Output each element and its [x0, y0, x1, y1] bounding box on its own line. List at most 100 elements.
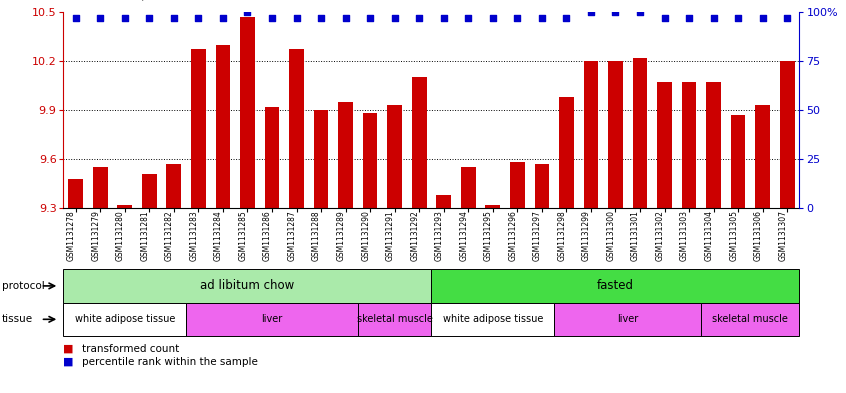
Point: [584, 9, 597, 15]
Text: GSM1131290: GSM1131290: [361, 210, 371, 261]
Text: GSM1131307: GSM1131307: [778, 210, 787, 261]
Text: skeletal muscle: skeletal muscle: [357, 314, 432, 324]
Text: GSM1131283: GSM1131283: [190, 210, 198, 261]
Bar: [633, 58, 647, 208]
Point: [682, 15, 695, 21]
Bar: [363, 113, 377, 208]
Bar: [510, 162, 525, 208]
Text: GSM1131300: GSM1131300: [607, 210, 616, 261]
Text: white adipose tissue: white adipose tissue: [74, 314, 175, 324]
Text: GSM1131292: GSM1131292: [410, 210, 420, 261]
Bar: [535, 164, 549, 208]
Bar: [780, 61, 794, 208]
Text: GSM1131289: GSM1131289: [337, 210, 345, 261]
Bar: [191, 50, 206, 208]
Text: GSM1131285: GSM1131285: [239, 210, 247, 261]
Text: protocol: protocol: [2, 281, 45, 291]
Bar: [755, 105, 770, 208]
Point: [780, 15, 794, 21]
Bar: [486, 205, 500, 208]
Text: ■: ■: [63, 344, 74, 354]
Point: [265, 15, 278, 21]
Text: skeletal muscle: skeletal muscle: [712, 314, 788, 324]
Bar: [461, 167, 475, 208]
Point: [142, 15, 156, 21]
Text: GSM1131301: GSM1131301: [631, 210, 640, 261]
Bar: [216, 44, 230, 208]
Point: [216, 15, 229, 21]
Bar: [142, 174, 157, 208]
Point: [633, 9, 646, 15]
Point: [191, 15, 205, 21]
Point: [93, 15, 107, 21]
Text: percentile rank within the sample: percentile rank within the sample: [82, 356, 258, 367]
Point: [289, 15, 303, 21]
Point: [657, 15, 671, 21]
Bar: [731, 115, 745, 208]
Point: [535, 15, 548, 21]
Bar: [93, 167, 107, 208]
Text: white adipose tissue: white adipose tissue: [442, 314, 543, 324]
Point: [437, 15, 450, 21]
Bar: [412, 77, 426, 208]
Text: GSM1131298: GSM1131298: [558, 210, 566, 261]
Text: GSM1131291: GSM1131291: [386, 210, 394, 261]
Text: GSM1131287: GSM1131287: [288, 210, 297, 261]
Text: GSM1131305: GSM1131305: [729, 210, 738, 261]
Point: [69, 15, 82, 21]
Text: GSM1131299: GSM1131299: [582, 210, 591, 261]
Point: [412, 15, 426, 21]
Point: [559, 15, 573, 21]
Text: fasted: fasted: [597, 279, 634, 292]
Bar: [437, 195, 451, 208]
Bar: [559, 97, 574, 208]
Point: [240, 9, 254, 15]
Text: liver: liver: [617, 314, 639, 324]
Text: GSM1131295: GSM1131295: [484, 210, 492, 261]
Point: [510, 15, 524, 21]
Text: GDS4918 / 10407507: GDS4918 / 10407507: [72, 0, 221, 2]
Point: [755, 15, 769, 21]
Text: ad libitum chow: ad libitum chow: [201, 279, 294, 292]
Text: GSM1131286: GSM1131286: [263, 210, 272, 261]
Bar: [338, 102, 353, 208]
Bar: [69, 179, 83, 208]
Text: GSM1131302: GSM1131302: [656, 210, 664, 261]
Bar: [657, 82, 672, 208]
Point: [608, 9, 622, 15]
Text: GSM1131282: GSM1131282: [165, 210, 174, 261]
Text: liver: liver: [261, 314, 283, 324]
Text: GSM1131278: GSM1131278: [67, 210, 76, 261]
Point: [486, 15, 499, 21]
Text: GSM1131303: GSM1131303: [680, 210, 689, 261]
Bar: [387, 105, 402, 208]
Point: [731, 15, 744, 21]
Text: GSM1131279: GSM1131279: [91, 210, 100, 261]
Point: [118, 15, 131, 21]
Bar: [118, 205, 132, 208]
Bar: [167, 164, 181, 208]
Point: [338, 15, 352, 21]
Point: [706, 15, 720, 21]
Bar: [682, 82, 696, 208]
Text: GSM1131296: GSM1131296: [508, 210, 517, 261]
Point: [461, 15, 475, 21]
Text: GSM1131284: GSM1131284: [214, 210, 223, 261]
Text: transformed count: transformed count: [82, 344, 179, 354]
Point: [387, 15, 401, 21]
Text: GSM1131280: GSM1131280: [116, 210, 125, 261]
Point: [167, 15, 180, 21]
Bar: [240, 17, 255, 208]
Point: [314, 15, 327, 21]
Text: GSM1131304: GSM1131304: [705, 210, 713, 261]
Text: GSM1131293: GSM1131293: [435, 210, 443, 261]
Bar: [608, 61, 623, 208]
Text: GSM1131281: GSM1131281: [140, 210, 149, 261]
Text: tissue: tissue: [2, 314, 33, 324]
Text: GSM1131297: GSM1131297: [533, 210, 541, 261]
Bar: [289, 50, 304, 208]
Text: GSM1131294: GSM1131294: [459, 210, 469, 261]
Text: GSM1131288: GSM1131288: [312, 210, 321, 261]
Bar: [265, 107, 279, 208]
Bar: [706, 82, 721, 208]
